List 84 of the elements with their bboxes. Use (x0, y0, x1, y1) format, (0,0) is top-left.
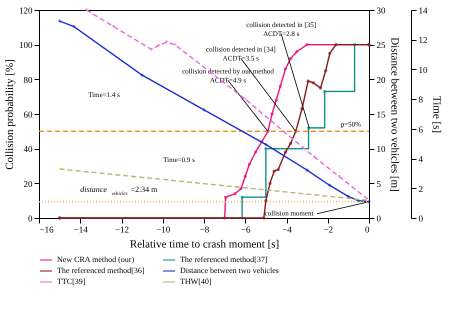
point (276, 168, 280, 172)
point (328, 184, 332, 187)
point (289, 142, 292, 146)
y3-axis-title: Time [s] (430, 96, 442, 134)
point (312, 156, 316, 158)
point (278, 84, 282, 88)
point (284, 150, 288, 154)
point (240, 186, 243, 190)
point (284, 67, 288, 71)
y2-tick-label: 15 (376, 110, 386, 120)
point (254, 150, 258, 154)
x-tick-label: −12 (114, 224, 130, 234)
y3-tick-label: 10 (418, 64, 428, 75)
y3-tick-label: 0 (418, 214, 424, 224)
point (244, 174, 247, 178)
point (202, 108, 206, 112)
y2-tick-label: 20 (376, 74, 386, 85)
y-tick-label: 0 (28, 214, 33, 224)
y2-axis-title: Distance between two vehicles [m] (388, 37, 400, 192)
point (248, 162, 251, 166)
point (84, 8, 88, 12)
point (264, 147, 268, 150)
point (274, 98, 278, 102)
point (270, 112, 274, 116)
legend-label: The referenced method[37] (180, 255, 268, 264)
point (264, 142, 268, 146)
point (306, 79, 310, 83)
y2-tick-label: 0 (376, 214, 382, 224)
point (328, 52, 332, 55)
point (72, 25, 76, 28)
x-tick-label: −14 (74, 224, 88, 234)
x-tick-label: −2 (323, 224, 334, 234)
y-tick-label: 20 (24, 178, 33, 189)
legend-label: THW[40] (180, 277, 212, 286)
y-tick-label: 100 (19, 40, 33, 50)
y3-tick-label: 12 (418, 35, 428, 46)
point (334, 43, 338, 46)
point (312, 81, 315, 84)
y3-tick-label: 8 (418, 94, 424, 105)
legend-label: TTC[39] (57, 277, 86, 286)
x-tick-label: −8 (200, 224, 210, 234)
point (272, 170, 276, 173)
y2-tick-label: 30 (376, 6, 386, 16)
point (140, 74, 144, 77)
point (112, 24, 115, 28)
y-tick-label: 80 (24, 74, 33, 85)
x-tick-label: −4 (282, 224, 292, 234)
y-tick-label: 120 (19, 6, 33, 16)
y2-tick-label: 5 (376, 178, 382, 189)
legend-label: The referenced method[36] (57, 266, 145, 275)
y-tick-label: 60 (24, 110, 33, 120)
x-tick-label: −10 (156, 224, 171, 234)
y3-tick-label: 4 (418, 154, 424, 164)
point (58, 20, 62, 23)
y2-tick-label: 25 (376, 40, 386, 50)
y-tick-label: 40 (24, 144, 33, 154)
point (300, 107, 304, 110)
point (367, 200, 371, 204)
point (338, 175, 341, 178)
x-axis-title: Relative time to crash moment [s] (130, 238, 280, 250)
point (306, 168, 309, 172)
y3-tick-label: 14 (418, 6, 428, 16)
y-axis-title: Collision probability [%] (4, 59, 16, 170)
point (240, 196, 244, 199)
y3-tick-label: 6 (418, 124, 424, 134)
y2-tick-label: 10 (376, 144, 386, 154)
point (268, 182, 272, 185)
x-tick-label: −16 (40, 224, 54, 234)
legend-label: New CRA method (our) (57, 255, 134, 264)
x-tick-label: −6 (240, 224, 252, 234)
point (306, 43, 309, 46)
point (289, 56, 292, 60)
point (165, 40, 168, 44)
point (324, 69, 328, 72)
point (295, 50, 298, 54)
point (323, 90, 326, 94)
point (233, 192, 237, 196)
point (262, 216, 266, 220)
point (318, 86, 322, 90)
y3-tick-label: 2 (418, 184, 423, 194)
point (174, 44, 177, 46)
legend-label: Distance between two vehicles (180, 266, 279, 275)
x-tick-label: 0 (365, 224, 370, 234)
point (224, 196, 228, 199)
